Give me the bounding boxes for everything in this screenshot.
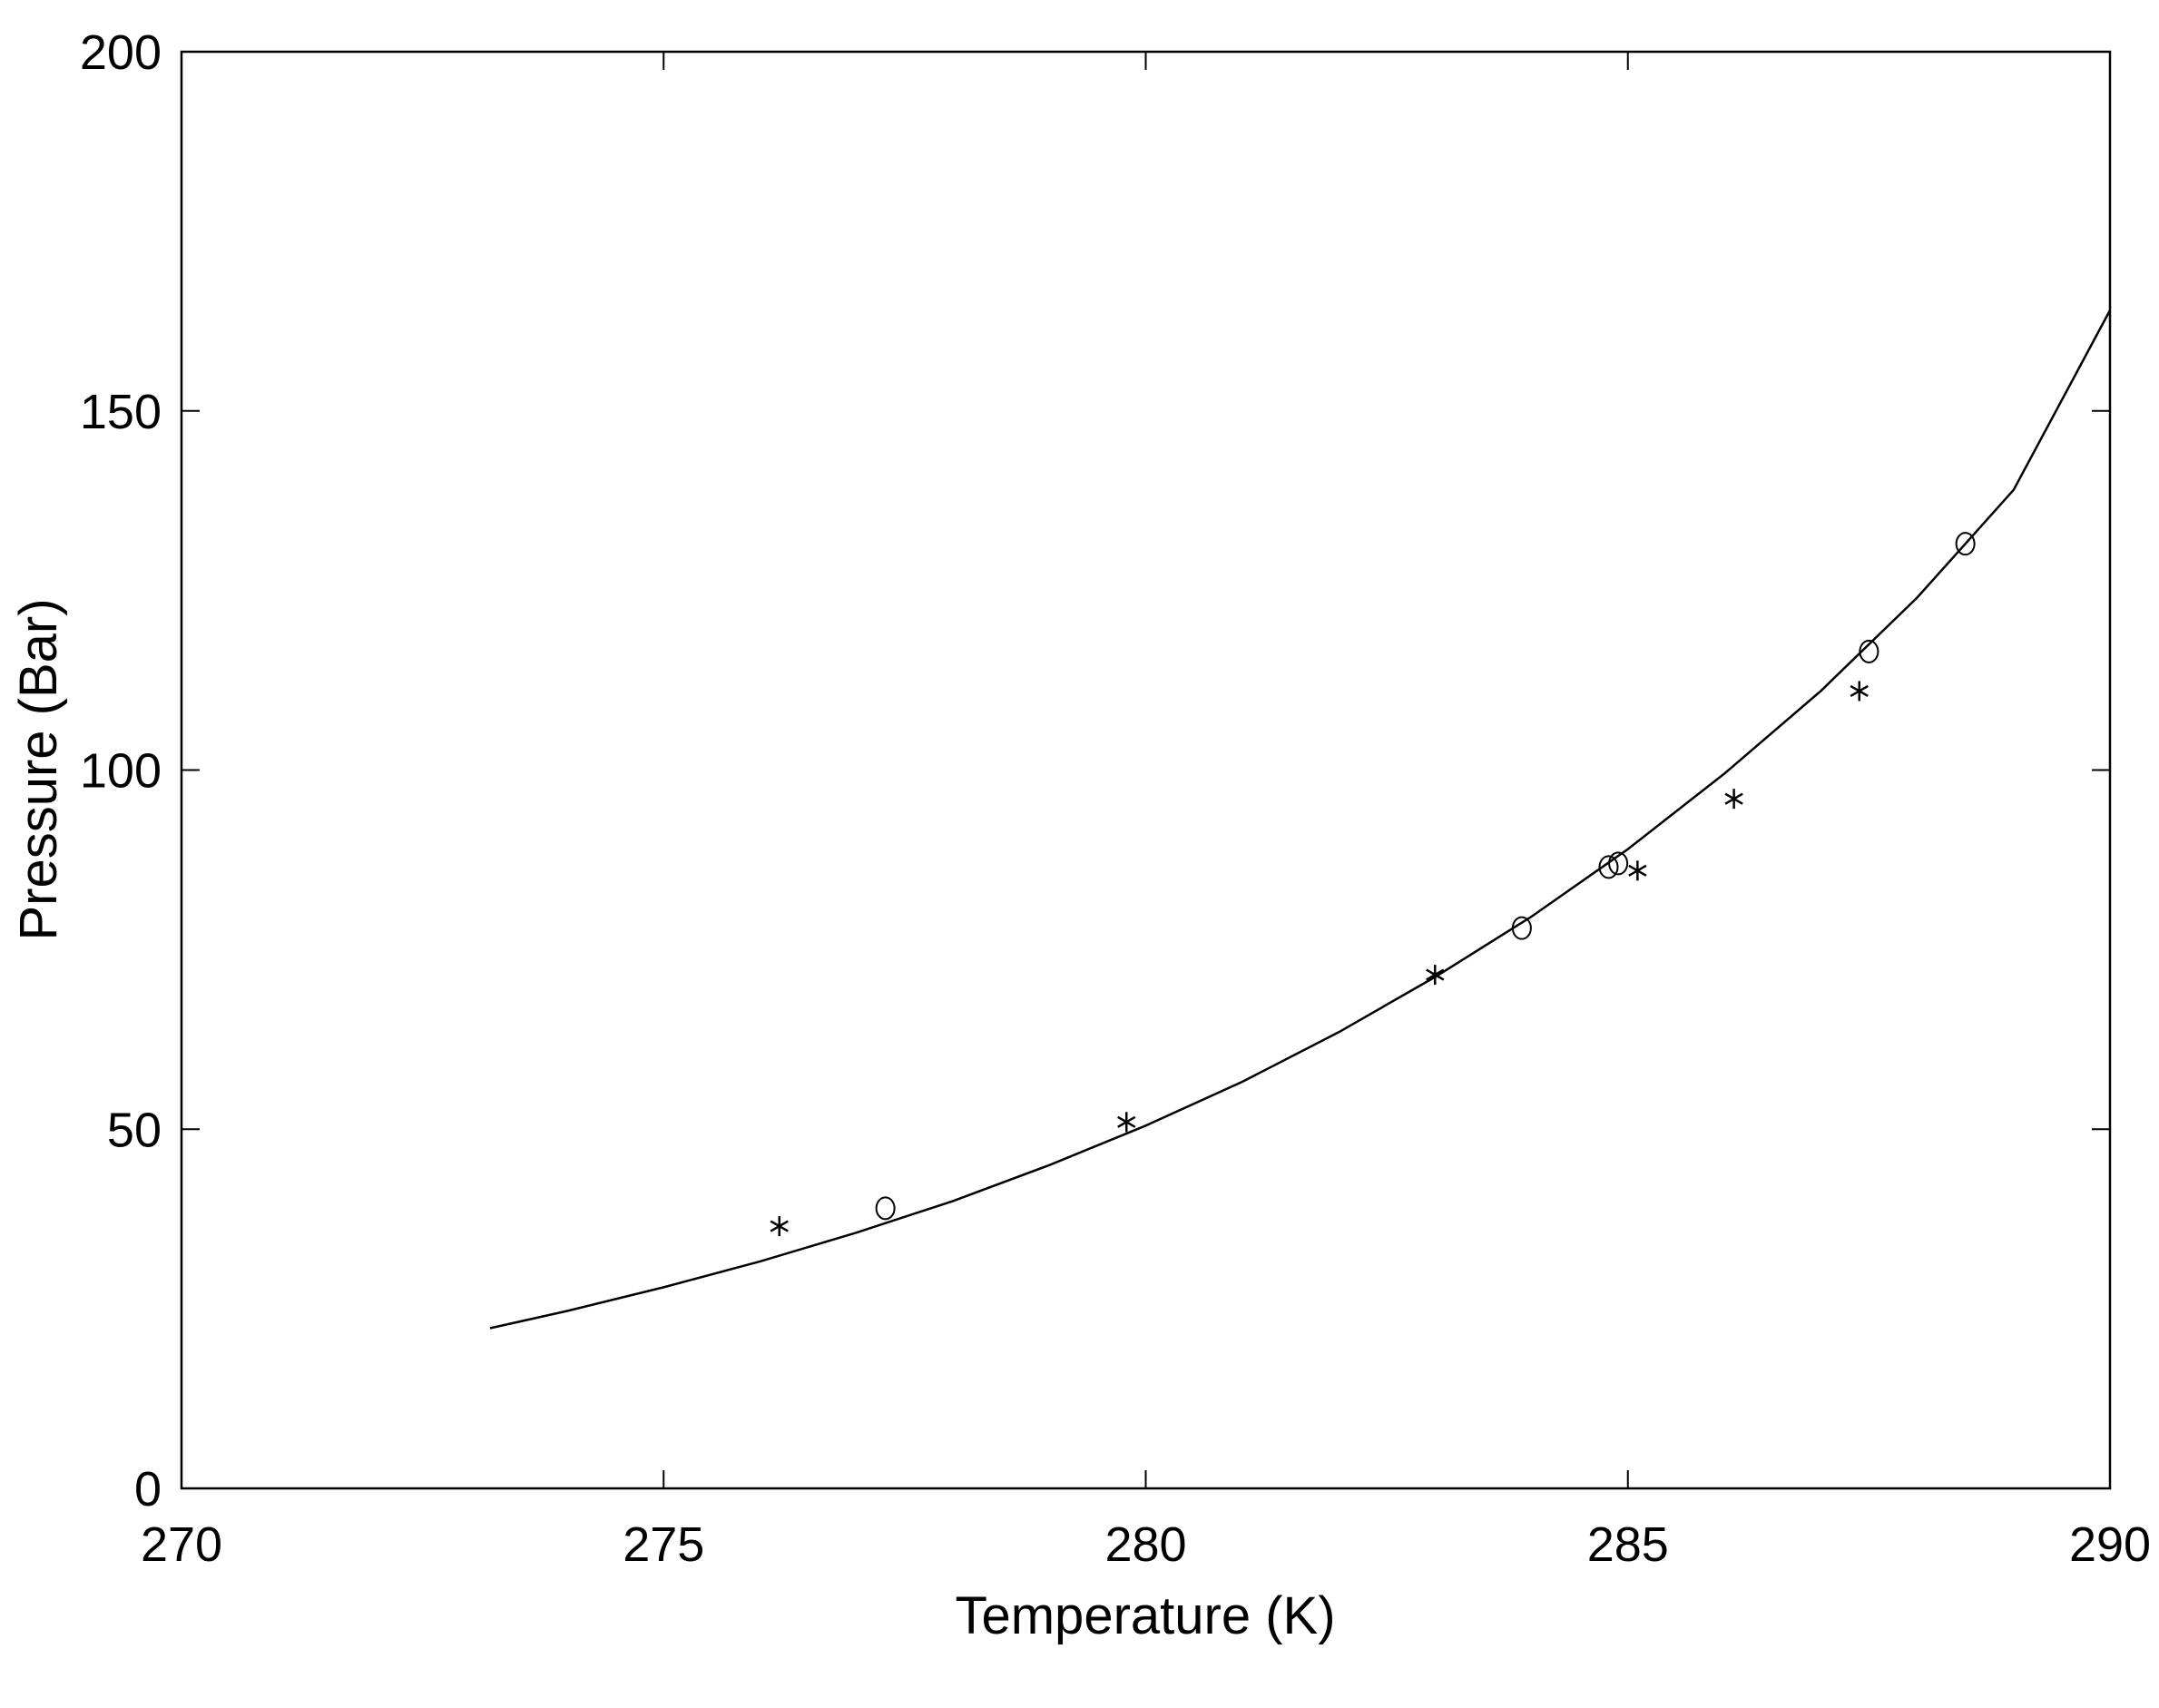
x-axis-title: Temperature (K): [955, 1586, 1335, 1645]
circle-marker: [875, 1196, 896, 1221]
x-tick-label: 285: [1587, 1517, 1669, 1572]
y-tick-label: 150: [80, 385, 162, 439]
tick-labels: 270 275 280 285 290 0 50 100 150 200: [80, 25, 2151, 1572]
y-tick-label: 50: [107, 1103, 162, 1157]
x-tick-label: 275: [623, 1517, 704, 1572]
fit-curve: [489, 309, 2112, 1330]
circle-marker: [1598, 855, 1619, 879]
y-tick-label: 0: [134, 1462, 162, 1517]
x-tick-label: 280: [1104, 1517, 1186, 1572]
asterisk-marker: [1117, 1112, 1136, 1133]
y-tick-label: 200: [80, 25, 162, 80]
asterisk-marker: [1628, 860, 1647, 881]
circle-marker: [1608, 851, 1629, 876]
y-axis-title: Pressure (Bar): [9, 598, 68, 940]
asterisk-marker: [770, 1216, 789, 1237]
asterisk-marker: [1724, 789, 1743, 810]
y-tick-label: 100: [80, 744, 162, 799]
circle-marker: [1955, 532, 1976, 556]
x-tick-label: 290: [2069, 1517, 2151, 1572]
x-tick-label: 270: [141, 1517, 222, 1572]
asterisk-marker: [1426, 965, 1445, 986]
axis-ticks: [181, 51, 2111, 1489]
asterisk-marker: [1850, 681, 1869, 702]
circle-marker: [1511, 916, 1532, 940]
data-markers: [770, 532, 1976, 1237]
circle-marker: [1859, 639, 1879, 663]
plot-frame: [180, 50, 2112, 1490]
